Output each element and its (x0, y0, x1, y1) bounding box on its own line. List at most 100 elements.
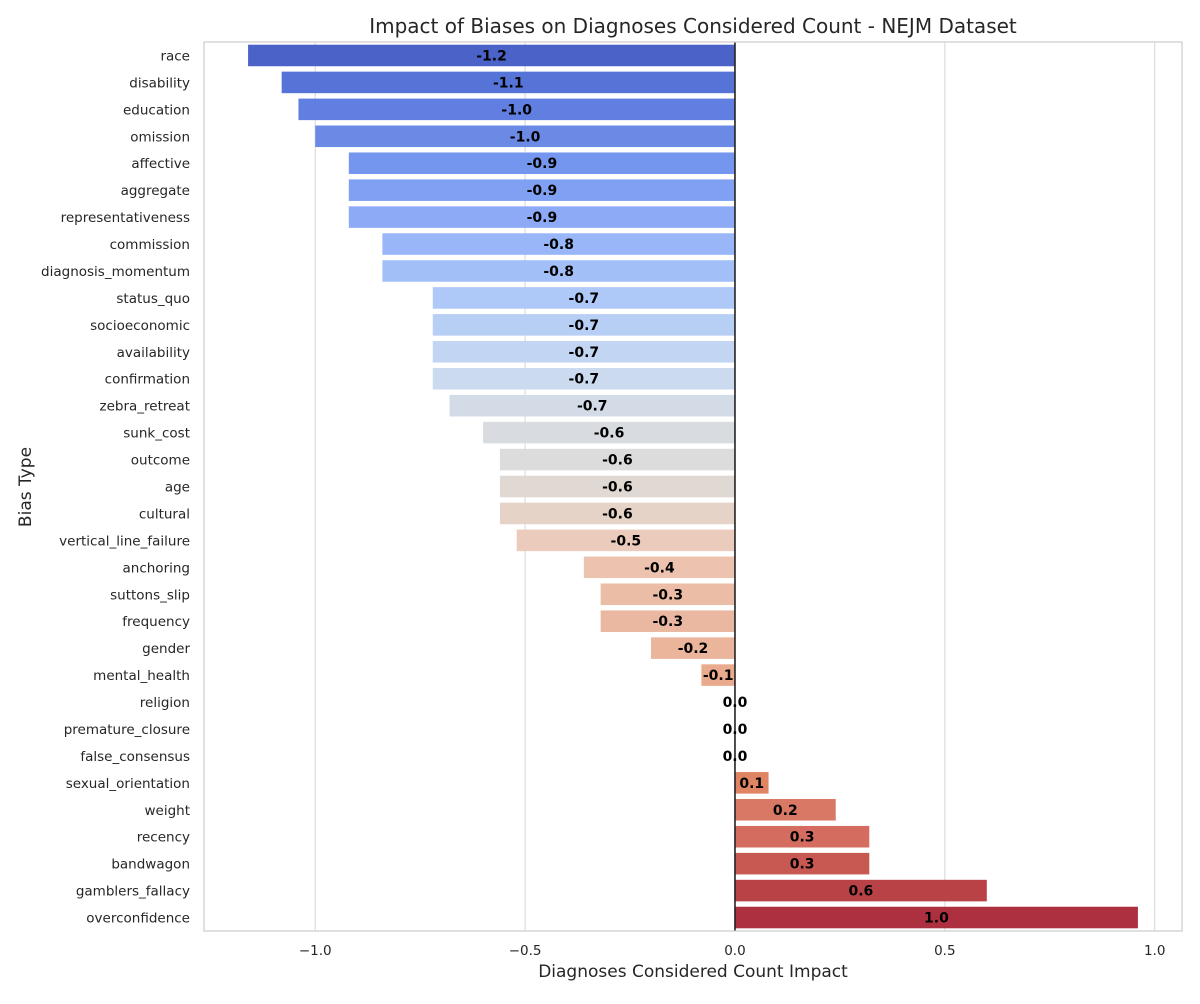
bar (432, 287, 735, 309)
data-label: -0.7 (569, 345, 600, 361)
data-label: -0.7 (569, 291, 600, 307)
plot-frame (203, 41, 1183, 932)
bar (248, 44, 735, 67)
bar (499, 502, 735, 525)
y-tick-label: recency (137, 830, 190, 846)
data-label: -0.9 (527, 156, 558, 172)
y-tick-label: representativeness (61, 210, 190, 226)
data-label: 0.1 (739, 776, 764, 792)
data-label: 0.0 (723, 722, 748, 738)
data-label: -0.1 (703, 668, 734, 684)
value-labels: -1.2 -1.1 -1.0 -1.0 -0.9 -0.9 -0.9 -0.8 -0.8 -0.7… (476, 48, 949, 926)
bar (382, 260, 735, 282)
bar (701, 664, 735, 686)
y-tick-label: gamblers_fallacy (76, 884, 190, 900)
data-label: -0.4 (644, 560, 675, 576)
x-tick-label: 0.5 (934, 943, 955, 959)
data-label: -0.2 (678, 641, 709, 657)
bar (348, 206, 735, 228)
bar (499, 475, 735, 498)
data-label: -1.0 (510, 129, 541, 145)
bars (248, 44, 1138, 929)
bar (734, 798, 836, 821)
y-tick-label: diagnosis_momentum (41, 264, 190, 280)
y-tick-label: mental_health (93, 668, 190, 684)
data-label: -0.3 (653, 587, 684, 603)
bar (734, 772, 769, 794)
data-label: 0.0 (723, 749, 748, 765)
bar (432, 341, 735, 363)
y-tick-label: outcome (131, 453, 190, 469)
y-tick-label: confirmation (105, 372, 190, 388)
data-label: -0.6 (602, 506, 633, 522)
bar (315, 125, 735, 148)
data-label: 0.6 (848, 884, 873, 900)
y-tick-label: sexual_orientation (66, 776, 190, 792)
y-tick-label: affective (131, 156, 190, 172)
y-tick-label: cultural (139, 506, 190, 522)
y-tick-label: religion (140, 695, 190, 711)
bar (600, 583, 735, 606)
data-label: -1.1 (493, 75, 524, 91)
x-tick-label: 1.0 (1144, 943, 1165, 959)
data-label: -0.9 (527, 183, 558, 199)
data-label: -0.5 (611, 533, 642, 549)
data-label: -0.6 (602, 453, 633, 469)
data-label: 0.3 (790, 830, 815, 846)
data-label: -0.7 (569, 372, 600, 388)
data-label: -0.7 (577, 399, 608, 415)
data-label: -0.3 (653, 614, 684, 630)
y-tick-label: race (160, 48, 190, 64)
bar (483, 421, 735, 444)
data-label: 0.0 (723, 695, 748, 711)
data-label: -0.8 (543, 264, 574, 280)
bar (651, 637, 735, 659)
bar (734, 906, 1138, 929)
y-tick-labels: race disability education omission affective… (41, 48, 190, 926)
bar (734, 879, 987, 902)
bar (734, 852, 870, 875)
x-tick-label: −1.0 (299, 943, 332, 959)
y-tick-label: commission (110, 237, 190, 253)
data-label: -1.2 (476, 48, 507, 64)
bar (449, 394, 735, 417)
y-tick-label: overconfidence (86, 911, 190, 927)
bar (583, 556, 735, 579)
bar (432, 314, 735, 336)
bar (298, 98, 735, 121)
y-tick-label: aggregate (121, 183, 190, 199)
bar (432, 367, 735, 390)
data-label: 0.3 (790, 857, 815, 873)
y-tick-label: suttons_slip (110, 587, 190, 603)
y-tick-label: frequency (122, 614, 190, 630)
y-tick-label: socioeconomic (90, 318, 190, 334)
x-tick-label: −0.5 (509, 943, 542, 959)
y-tick-label: false_consensus (80, 749, 190, 765)
data-label: -0.6 (602, 480, 633, 496)
y-tick-label: age (165, 480, 190, 496)
chart-title: Impact of Biases on Diagnoses Considered… (369, 14, 1017, 38)
data-label: 0.2 (773, 803, 798, 819)
bar (734, 825, 870, 848)
x-tick-labels: −1.0 −0.5 0.0 0.5 1.0 (299, 943, 1166, 959)
y-tick-label: omission (130, 129, 190, 145)
y-axis-label: Bias Type (16, 447, 36, 527)
y-tick-label: disability (129, 75, 190, 91)
y-tick-label: sunk_cost (123, 426, 190, 442)
bar (348, 179, 735, 201)
y-tick-label: status_quo (116, 291, 190, 307)
bar (281, 71, 735, 94)
y-tick-label: weight (144, 803, 190, 819)
data-label: -0.6 (594, 426, 625, 442)
y-tick-label: availability (117, 345, 190, 361)
bar (600, 610, 735, 632)
x-axis-label: Diagnoses Considered Count Impact (538, 962, 848, 982)
y-tick-label: gender (142, 641, 190, 657)
data-label: -0.8 (543, 237, 574, 253)
data-label: -0.7 (569, 318, 600, 334)
bar (348, 152, 735, 175)
y-tick-label: zebra_retreat (99, 399, 190, 415)
data-label: -0.9 (527, 210, 558, 226)
